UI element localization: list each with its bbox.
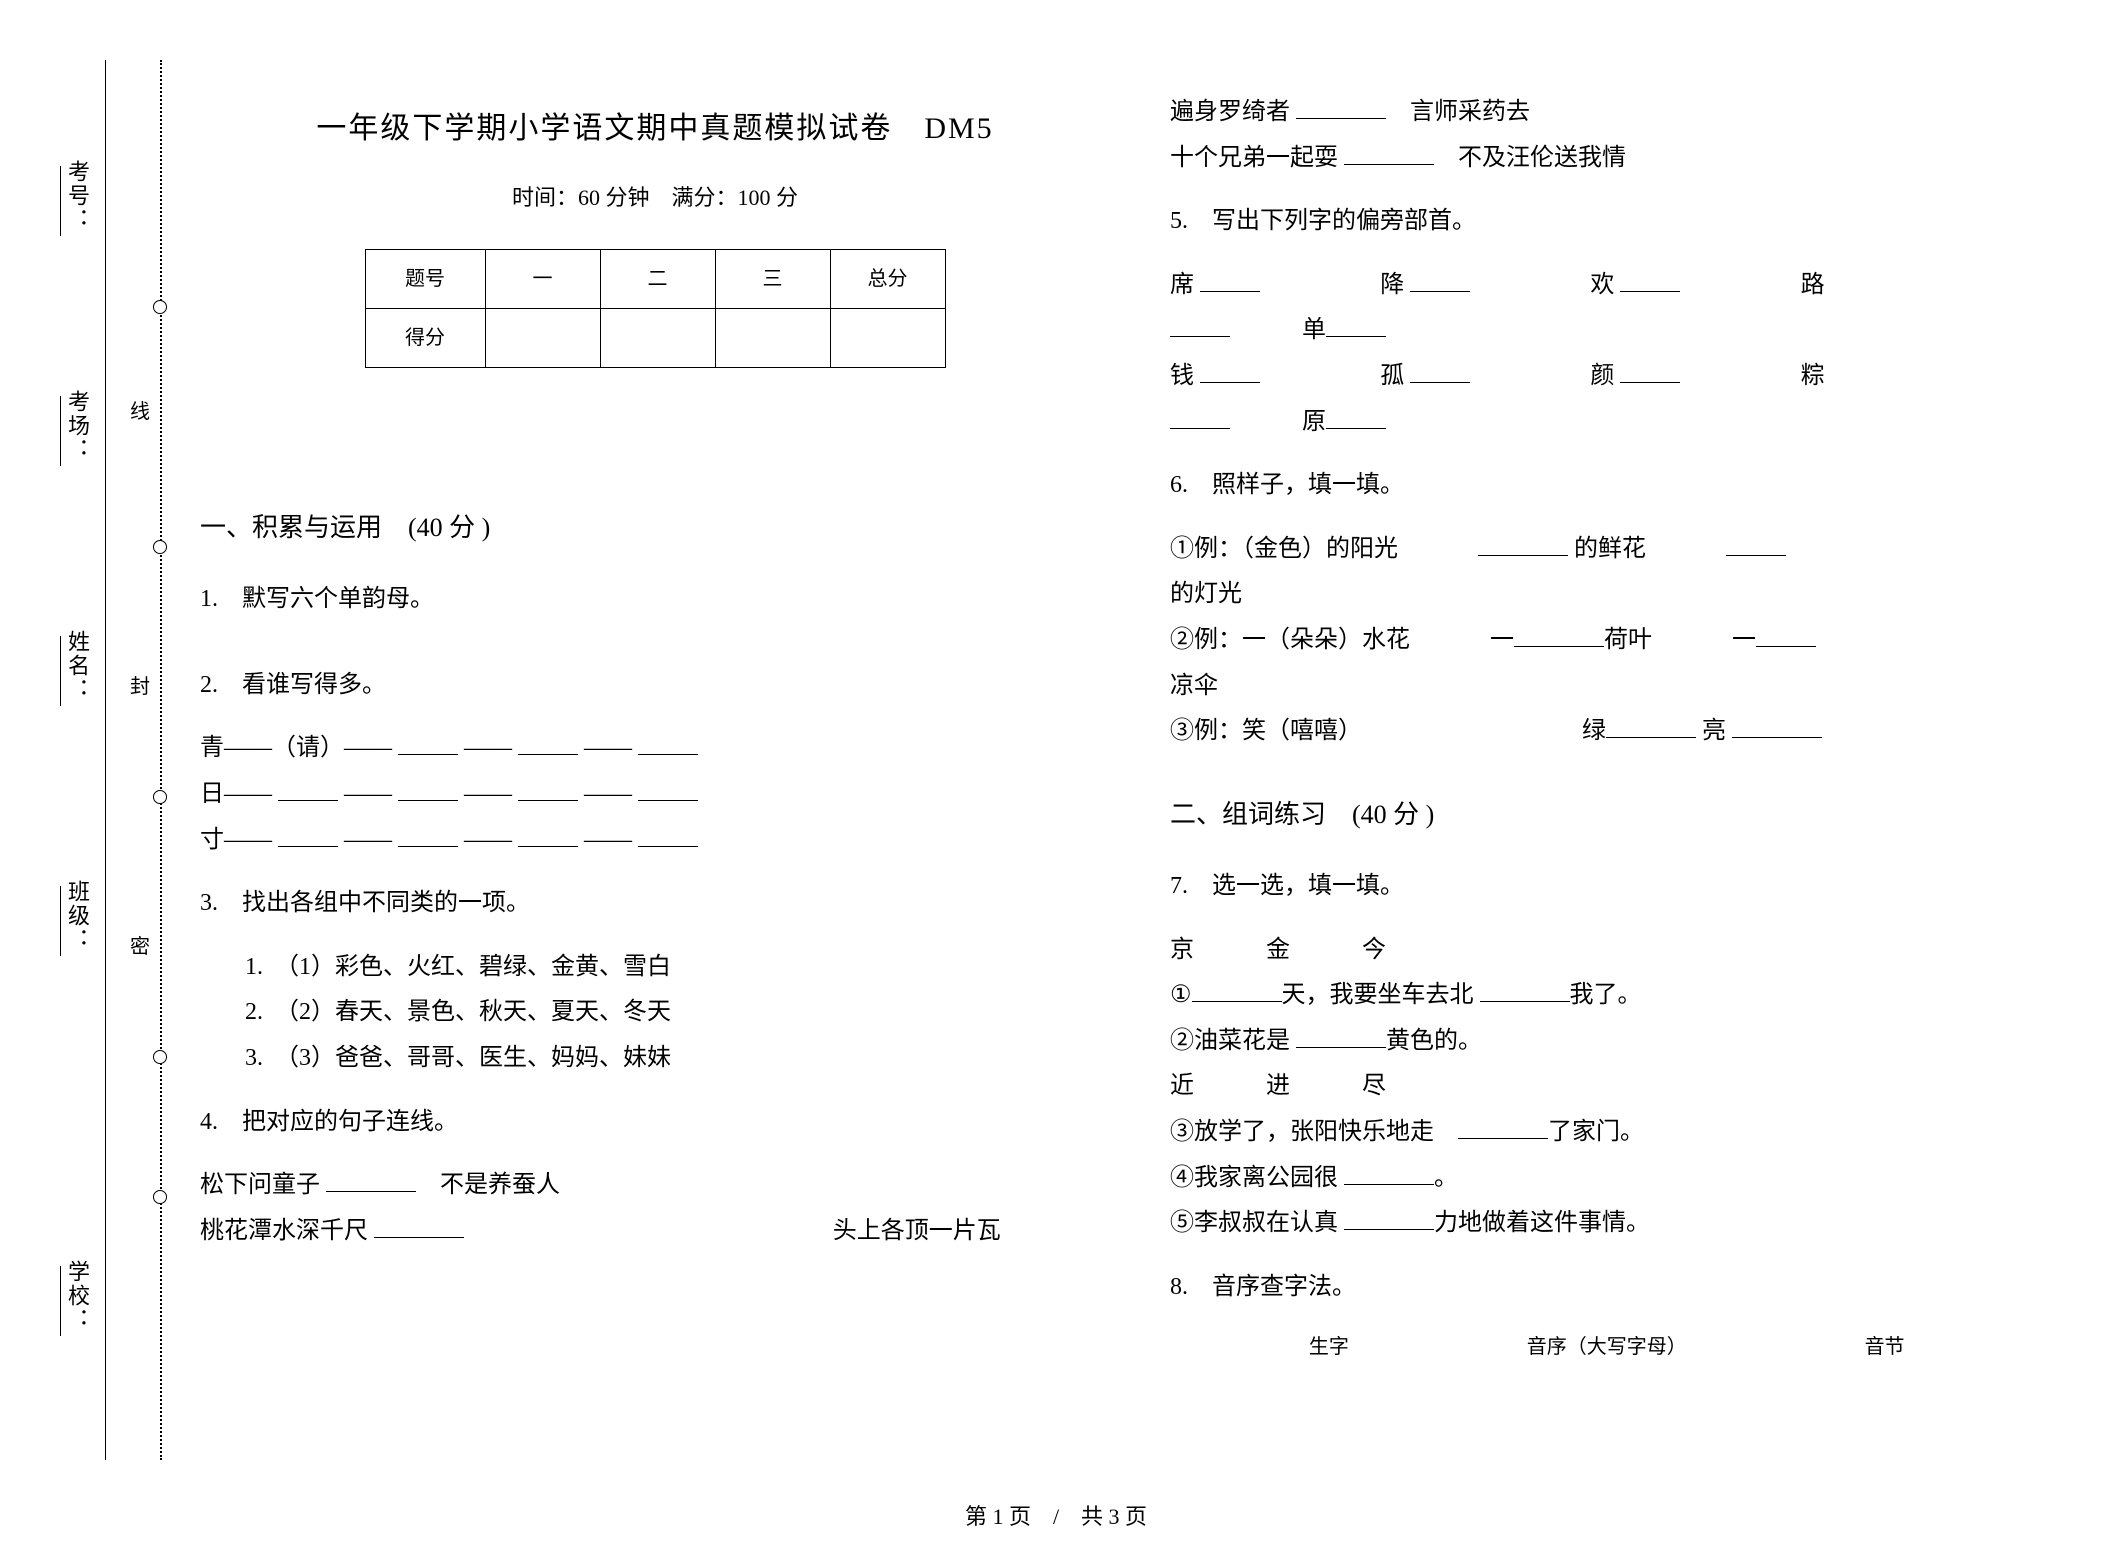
q7-line6: ④我家离公园很 。 bbox=[1170, 1156, 2080, 1202]
q7-line5: ③放学了，张阳快乐地走 了家门。 bbox=[1170, 1110, 2080, 1156]
score-table: 题号 一 二 三 总分 得分 bbox=[365, 249, 946, 368]
seal-char-feng: 封 bbox=[130, 670, 150, 699]
q6-line2e: 凉伞 bbox=[1170, 664, 2080, 710]
label-name: 姓名： bbox=[60, 630, 93, 706]
q2-line2: 日—— —— —— —— bbox=[200, 772, 1110, 818]
q3-option-2: 2. （2）春天、景色、秋天、夏天、冬天 bbox=[245, 990, 1110, 1036]
q6-line1c: 的灯光 bbox=[1170, 572, 2080, 618]
q5-row2b: 原 bbox=[1170, 400, 2080, 446]
th-col: 一 bbox=[485, 249, 600, 308]
q7-line3: ②油菜花是 黄色的。 bbox=[1170, 1019, 2080, 1065]
seal-char-xian: 线 bbox=[130, 395, 150, 424]
q8-h2: 音序（大写字母） bbox=[1527, 1328, 1687, 1366]
td-blank bbox=[715, 308, 830, 367]
binding-circle bbox=[153, 1050, 167, 1064]
page-content: 一年级下学期小学语文期中真题模拟试卷 DM5 时间：60 分钟 满分：100 分… bbox=[200, 60, 2080, 1480]
q7-line4: 近 进 尽 bbox=[1170, 1064, 2080, 1110]
q6-line1: ①例：（金色）的阳光 的鲜花 bbox=[1170, 527, 2080, 573]
binding-margin: 考号： 考场： 线 姓名： 封 班级： 密 学校： bbox=[0, 0, 180, 1500]
table-row: 题号 一 二 三 总分 bbox=[365, 249, 945, 308]
binding-circle bbox=[153, 300, 167, 314]
q8-headers: 生字 音序（大写字母） 音节 bbox=[1220, 1328, 1994, 1366]
label-exam-room: 考场： bbox=[60, 390, 93, 466]
td-blank bbox=[830, 308, 945, 367]
q7-line7: ⑤李叔叔在认真 力地做着这件事情。 bbox=[1170, 1201, 2080, 1247]
q4-line2: 桃花潭水深千尺 头上各顶一片瓦 bbox=[200, 1209, 1001, 1255]
q4-line3: 遍身罗绮者 言师采药去 bbox=[1170, 90, 2080, 136]
binding-circle bbox=[153, 540, 167, 554]
td-blank bbox=[485, 308, 600, 367]
q4-line4: 十个兄弟一起耍 不及汪伦送我情 bbox=[1170, 136, 2080, 182]
q2-line1: 青——（请）—— —— —— bbox=[200, 726, 1110, 772]
section-1-heading: 一、积累与运用 (40 分 ) bbox=[200, 503, 1110, 552]
q3-option-1: 1. （1）彩色、火红、碧绿、金黄、雪白 bbox=[245, 945, 1110, 991]
seal-char-mi: 密 bbox=[130, 930, 150, 959]
th-col: 二 bbox=[600, 249, 715, 308]
question-7: 7. 选一选，填一填。 bbox=[1170, 864, 2080, 910]
question-1: 1. 默写六个单韵母。 bbox=[200, 577, 1110, 623]
binding-circle bbox=[153, 1190, 167, 1204]
q7-line1: 京 金 今 bbox=[1170, 928, 2080, 974]
td-blank bbox=[600, 308, 715, 367]
section-2-heading: 二、组词练习 (40 分 ) bbox=[1170, 790, 2080, 839]
exam-title: 一年级下学期小学语文期中真题模拟试卷 DM5 bbox=[200, 100, 1110, 157]
td-label: 得分 bbox=[365, 308, 485, 367]
q4-line1: 松下问童子 不是养蚕人 bbox=[200, 1163, 1110, 1209]
q5-row1b: 单 bbox=[1170, 308, 2080, 354]
th-col: 三 bbox=[715, 249, 830, 308]
th-total: 总分 bbox=[830, 249, 945, 308]
question-4: 4. 把对应的句子连线。 bbox=[200, 1100, 1110, 1146]
label-school: 学校： bbox=[60, 1260, 93, 1336]
binding-dotted-line bbox=[160, 60, 162, 1460]
binding-circle bbox=[153, 790, 167, 804]
column-right: 遍身罗绮者 言师采药去 十个兄弟一起耍 不及汪伦送我情 5. 写出下列字的偏旁部… bbox=[1170, 60, 2080, 1480]
q7-line2: ①天，我要坐车去北 我了。 bbox=[1170, 973, 2080, 1019]
page-footer: 第 1 页 / 共 3 页 bbox=[0, 1499, 2112, 1531]
q3-option-3: 3. （3）爸爸、哥哥、医生、妈妈、妹妹 bbox=[245, 1036, 1110, 1082]
th-label: 题号 bbox=[365, 249, 485, 308]
q8-h3: 音节 bbox=[1865, 1328, 1905, 1366]
q5-row2: 钱 孤 颜 粽 bbox=[1170, 354, 2080, 400]
column-left: 一年级下学期小学语文期中真题模拟试卷 DM5 时间：60 分钟 满分：100 分… bbox=[200, 60, 1110, 1480]
question-3: 3. 找出各组中不同类的一项。 bbox=[200, 881, 1110, 927]
q2-line3: 寸—— —— —— —— bbox=[200, 818, 1110, 864]
q6-line2: ②例：一（朵朵）水花一荷叶一 bbox=[1170, 618, 2080, 664]
question-2: 2. 看谁写得多。 bbox=[200, 663, 1110, 709]
q2-body: 青——（请）—— —— —— 日—— —— —— —— 寸—— —— —— —— bbox=[200, 726, 1110, 863]
table-row: 得分 bbox=[365, 308, 945, 367]
label-exam-number: 考号： bbox=[60, 160, 93, 236]
question-8: 8. 音序查字法。 bbox=[1170, 1265, 2080, 1311]
exam-subtitle: 时间：60 分钟 满分：100 分 bbox=[200, 177, 1110, 219]
q5-row1: 席 降 欢 路 bbox=[1170, 263, 2080, 309]
q6-line3: ③例：笑（嘻嘻）绿 亮 bbox=[1170, 709, 2080, 755]
label-class: 班级： bbox=[60, 880, 93, 956]
binding-solid-line bbox=[105, 60, 106, 1460]
question-5: 5. 写出下列字的偏旁部首。 bbox=[1170, 199, 2080, 245]
q8-h1: 生字 bbox=[1309, 1328, 1349, 1366]
question-6: 6. 照样子，填一填。 bbox=[1170, 463, 2080, 509]
